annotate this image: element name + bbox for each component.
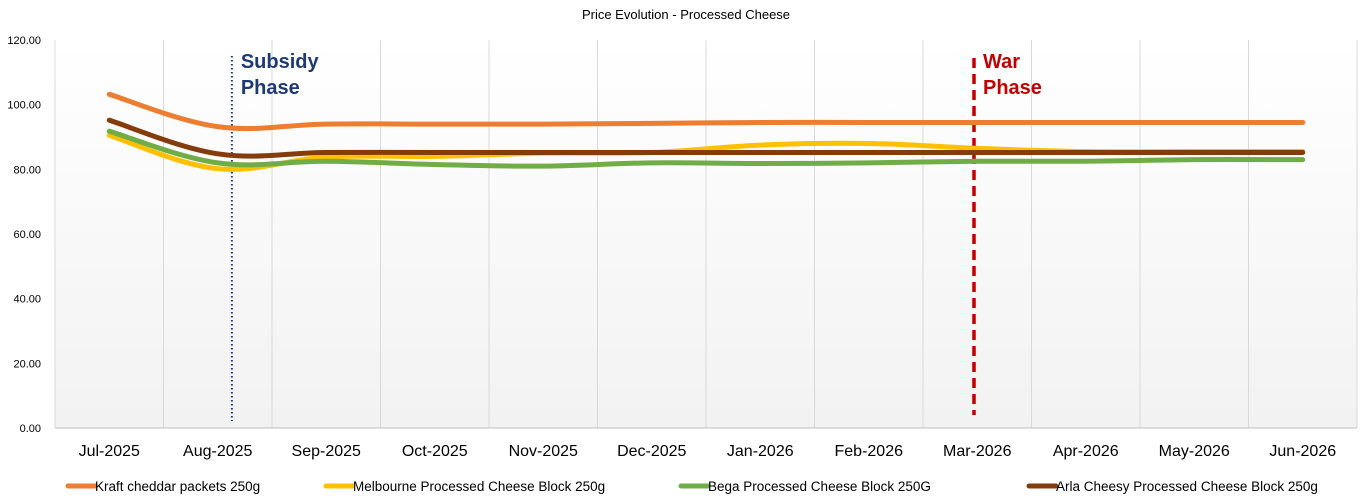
phase-label: Subsidy [241, 51, 320, 73]
x-tick-label: Oct-2025 [402, 443, 468, 460]
x-tick-label: May-2026 [1159, 443, 1230, 460]
x-tick-label: Jan-2026 [727, 443, 794, 460]
phase-markers: Subsidy Phase War Phase [230, 51, 1042, 421]
y-axis: 0.00 20.00 40.00 60.00 80.00 100.00 120.00 [7, 35, 41, 435]
legend-label: Arla Cheesy Processed Cheese Block 250g [1056, 479, 1318, 494]
series-line-kraft [106, 91, 1306, 132]
x-tick-label: Aug-2025 [183, 443, 252, 460]
series-line-bega [106, 128, 1306, 169]
x-tick-label: Sep-2025 [292, 443, 361, 460]
legend-label: Kraft cheddar packets 250g [95, 479, 260, 494]
y-tick-label: 0.00 [20, 423, 41, 435]
series-line-arla [106, 117, 1306, 159]
chart-title: Price Evolution - Processed Cheese [582, 7, 790, 22]
phase-label: Phase [241, 77, 300, 99]
y-tick-label: 40.00 [13, 294, 41, 306]
legend: Kraft cheddar packets 250g Melbourne Proc… [65, 479, 1318, 494]
y-tick-label: 60.00 [13, 229, 41, 241]
x-tick-label: Jul-2025 [79, 443, 140, 460]
x-tick-label: Feb-2026 [835, 443, 904, 460]
phase-label: War [983, 51, 1020, 73]
phase-label: Phase [983, 77, 1042, 99]
grid [54, 40, 1358, 429]
y-tick-label: 20.00 [13, 358, 41, 370]
x-tick-label: Mar-2026 [943, 443, 1012, 460]
x-tick-label: Nov-2025 [509, 443, 578, 460]
y-tick-label: 80.00 [13, 164, 41, 176]
x-tick-label: Dec-2025 [617, 443, 686, 460]
x-tick-label: Apr-2026 [1053, 443, 1119, 460]
legend-label: Melbourne Processed Cheese Block 250g [353, 479, 605, 494]
legend-label: Bega Processed Cheese Block 250G [708, 479, 931, 494]
y-tick-label: 120.00 [7, 35, 41, 47]
y-tick-label: 100.00 [7, 100, 41, 112]
x-tick-label: Jun-2026 [1269, 443, 1336, 460]
x-axis: Jul-2025 Aug-2025 Sep-2025 Oct-2025 Nov-2025… [79, 443, 1337, 460]
series-lines [106, 91, 1306, 172]
